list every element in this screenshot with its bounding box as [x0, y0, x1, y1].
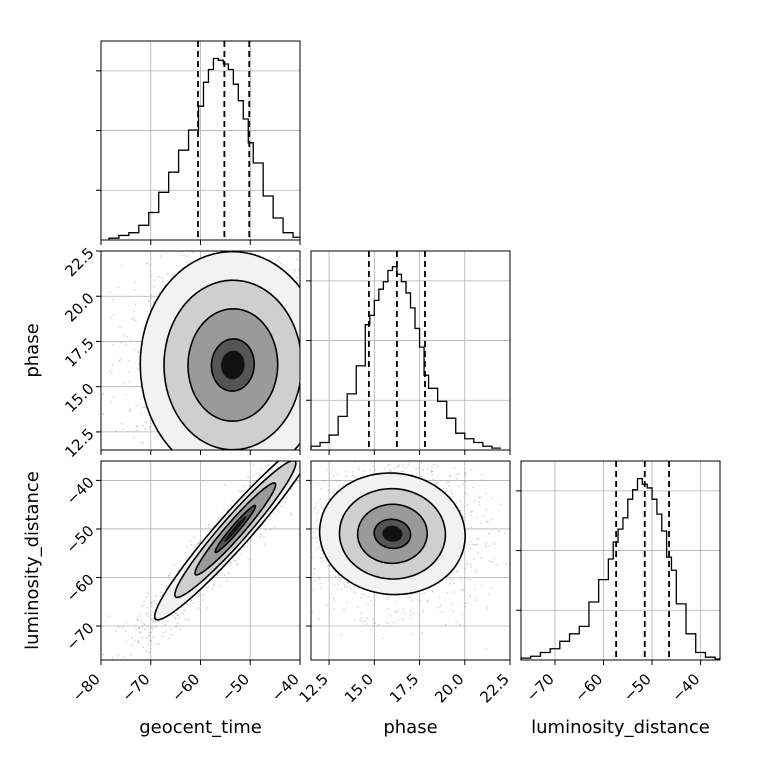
x-tick-label: 12.5 [296, 670, 332, 706]
contour-level-4 [139, 251, 300, 450]
y-tick-label: 15.0 [61, 380, 97, 416]
hist-step-geocent_time [108, 57, 300, 240]
x-tick-label: −50 [620, 670, 655, 705]
x-tick-label: −40 [268, 670, 303, 705]
contour-level-2 [356, 503, 428, 565]
x-tick-label: 22.5 [476, 670, 512, 706]
x-axis-label-phase: phase [383, 717, 437, 738]
scatter-panel-phase-luminosity_distance [306, 460, 511, 665]
hist-panel-luminosity_distance [516, 460, 721, 665]
contour-level-3 [163, 279, 300, 450]
x-tick-label: −50 [218, 670, 253, 705]
y-tick-label: 12.5 [61, 425, 97, 461]
density-peak [224, 516, 247, 542]
y-tick-label: −40 [63, 473, 98, 508]
y-tick-label: 22.5 [61, 244, 97, 280]
y-axis-label-phase: phase [22, 323, 43, 377]
scatter-panel-geocent_time-luminosity_distance [96, 460, 301, 665]
scatter-frame [310, 460, 511, 661]
contour-level-4 [318, 472, 467, 596]
contour-level-3 [338, 487, 447, 580]
x-tick-label: −60 [571, 670, 606, 705]
x-tick-label: −70 [523, 670, 558, 705]
contour-level-1 [373, 518, 412, 550]
hist-panel-geocent_time [96, 40, 301, 245]
x-tick-label: −80 [69, 670, 104, 705]
scatter-panel-geocent_time-phase [96, 250, 301, 455]
hist-frame [520, 460, 721, 661]
panel-content [101, 461, 300, 660]
density-peak [382, 525, 403, 542]
density-peak [221, 350, 245, 380]
hist-step-phase [310, 266, 501, 450]
x-tick-label: −60 [168, 670, 203, 705]
y-tick-label: 17.5 [61, 334, 97, 370]
hist-panel-phase [306, 250, 511, 455]
x-tick-label: −70 [118, 670, 153, 705]
y-axis-label-luminosity_distance: luminosity_distance [22, 471, 43, 650]
y-tick-label: −50 [63, 522, 98, 557]
x-axis-label-geocent_time: geocent_time [139, 717, 262, 738]
y-tick-label: −60 [63, 570, 98, 605]
panel-content [311, 461, 510, 660]
contour-level-2 [194, 482, 277, 576]
x-tick-label: 15.0 [341, 670, 377, 706]
contour-level-3 [173, 461, 297, 599]
hist-frame [310, 250, 511, 451]
contour-level-4 [153, 461, 300, 621]
x-tick-label: 17.5 [386, 670, 422, 706]
x-tick-label: −40 [668, 670, 703, 705]
y-tick-label: −70 [63, 619, 98, 654]
contour-level-1 [210, 338, 255, 392]
panel-content [101, 251, 300, 450]
x-tick-label: 20.0 [431, 670, 467, 706]
contour-level-2 [187, 307, 279, 422]
x-axis-label-luminosity_distance: luminosity_distance [531, 717, 710, 738]
y-tick-label: 20.0 [61, 289, 97, 325]
contour-level-1 [214, 504, 257, 554]
hist-step-luminosity_distance [520, 477, 720, 660]
